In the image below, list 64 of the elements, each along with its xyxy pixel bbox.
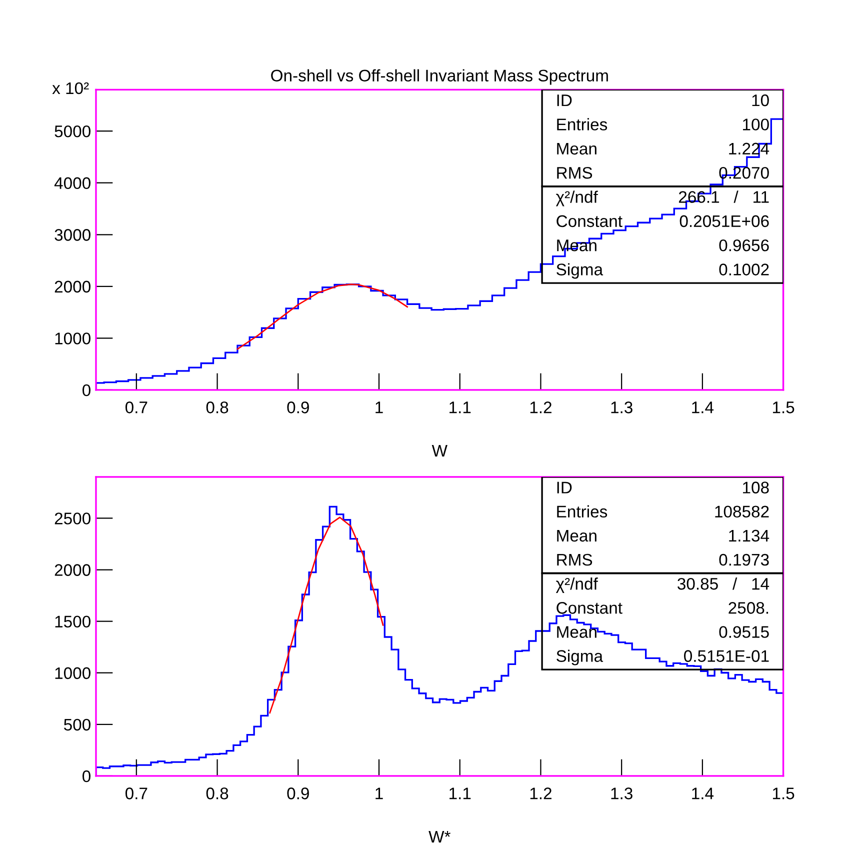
x-tick-label: 0.7	[125, 402, 148, 414]
annotation: ID	[557, 482, 572, 494]
chart-title: On-shell vs Off-shell Invariant Mass Spectrum	[271, 69, 608, 85]
x-tick-label: 1.5	[772, 402, 794, 414]
annotation: Sigma	[556, 263, 604, 279]
annotation: 108	[743, 482, 769, 494]
y-tick-label: 0	[82, 770, 90, 782]
y-tick-label: 1000	[55, 332, 90, 344]
x-tick-label: 1.4	[692, 402, 714, 414]
x-tick-label: 0.8	[206, 402, 228, 414]
annotation: χ²/ndf	[556, 190, 598, 206]
x-tick-label: 0.7	[125, 788, 148, 800]
annotation: χ²/ndf	[556, 578, 598, 594]
x-tick-label: 1.3	[611, 402, 632, 414]
x-tick-label: 1	[376, 402, 383, 414]
x-tick-label: 0.8	[206, 788, 228, 800]
y-tick-label: 1500	[55, 616, 90, 628]
annotation: Entries	[557, 118, 608, 130]
annotation: 10	[752, 94, 769, 106]
annotation: 100	[743, 118, 769, 130]
x-tick-label: 1.3	[611, 788, 632, 800]
y-axis-title: x 10²	[52, 82, 89, 94]
x-tick-label: 1.5	[772, 788, 794, 800]
annotation: 0.1973	[719, 554, 769, 566]
annotation: Constant	[556, 602, 622, 614]
annotation: Mean	[557, 626, 596, 638]
x-tick-label: 1	[376, 788, 383, 800]
annotation: Sigma	[556, 650, 604, 666]
annotation: 30.85 / 14	[678, 578, 770, 590]
annotation: 0.5151E-01	[684, 650, 769, 662]
annotation: 108582	[715, 506, 769, 518]
x-tick-label: 1.4	[692, 788, 714, 800]
y-tick-label: 3000	[54, 229, 90, 241]
x-axis-title: W*	[428, 831, 450, 842]
annotation: 2508.	[728, 602, 768, 614]
y-tick-label: 0	[82, 384, 90, 396]
annotation: 1.134	[729, 530, 770, 542]
annotation: 0.1002	[719, 264, 769, 276]
annotation: Mean	[557, 142, 596, 155]
x-tick-label: 1.1	[450, 788, 471, 800]
annotation: RMS	[557, 554, 592, 566]
x-tick-label: 1.1	[450, 402, 471, 414]
annotation: ID	[557, 94, 572, 106]
y-tick-label: 2000	[54, 564, 90, 576]
y-tick-label: 5000	[54, 125, 90, 138]
annotation: Mean	[557, 530, 596, 542]
line-series	[269, 516, 384, 714]
y-tick-label: 4000	[54, 177, 90, 190]
annotation: 0.2051E+06	[680, 215, 769, 228]
x-tick-label: 0.9	[287, 788, 309, 800]
annotation: 0.9656	[719, 239, 769, 252]
annotation: 0.9515	[719, 626, 769, 638]
y-tick-label: 1000	[55, 667, 90, 680]
x-tick-label: 0.9	[287, 402, 309, 414]
line-series	[236, 284, 408, 350]
annotation: Entries	[557, 505, 608, 518]
y-tick-label: 2500	[54, 512, 90, 524]
y-tick-label: 500	[64, 718, 90, 731]
x-tick-label: 1.2	[530, 788, 552, 800]
x-axis-title: W	[432, 445, 448, 456]
annotation: RMS	[557, 166, 592, 179]
y-tick-label: 2000	[54, 280, 90, 293]
x-tick-label: 1.2	[530, 402, 552, 414]
annotation: Constant	[556, 215, 622, 228]
